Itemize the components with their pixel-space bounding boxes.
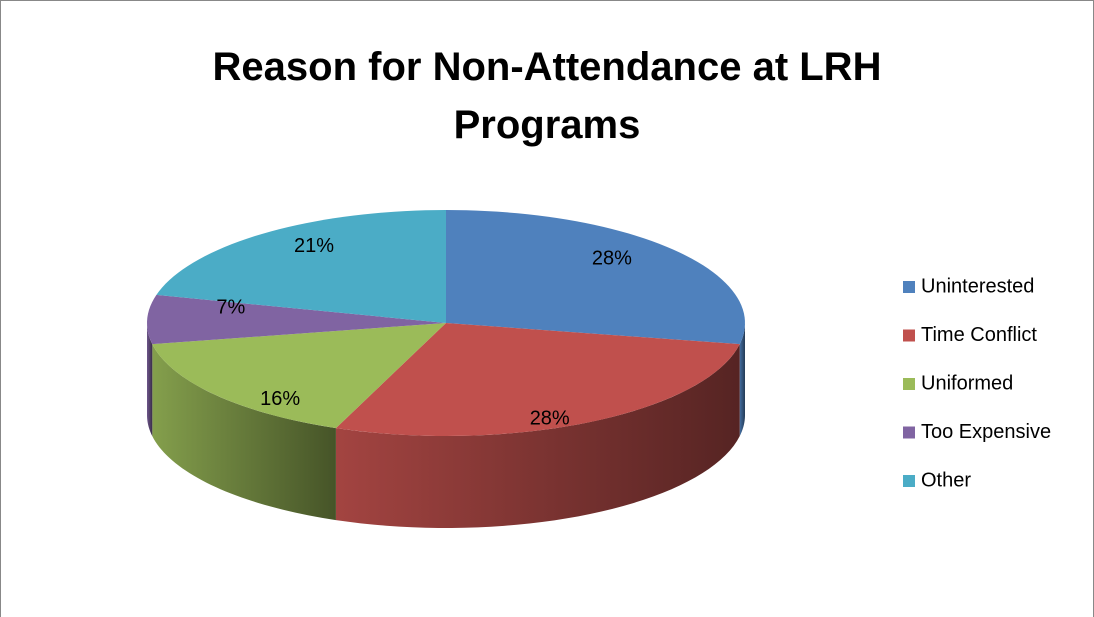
slice-side	[335, 344, 740, 528]
legend-label: Time Conflict	[921, 324, 1037, 346]
data-label: 21%	[294, 235, 334, 257]
legend-swatch	[903, 475, 915, 487]
pie-slice	[335, 323, 740, 436]
legend-label: Too Expensive	[921, 421, 1051, 443]
legend-swatch	[903, 281, 915, 293]
legend-swatch	[903, 378, 915, 390]
pie-slice	[152, 323, 446, 429]
legend-label: Uniformed	[921, 372, 1013, 394]
slice-side	[739, 323, 745, 437]
data-label: 28%	[530, 408, 570, 430]
data-label: 28%	[592, 247, 632, 269]
legend-swatch	[903, 329, 915, 342]
data-label: 16%	[260, 388, 300, 410]
pie-slice	[156, 210, 447, 323]
legend-label: Other	[921, 469, 971, 491]
data-label: 7%	[216, 297, 245, 319]
pie-slice	[446, 210, 745, 345]
legend-swatch	[903, 426, 915, 439]
pie-slice	[147, 294, 446, 345]
legend-label: Uninterested	[921, 275, 1034, 297]
slice-side	[147, 323, 153, 437]
slice-side	[152, 344, 336, 521]
chart-title: Reason for Non-Attendance at LRH Program…	[212, 45, 882, 147]
